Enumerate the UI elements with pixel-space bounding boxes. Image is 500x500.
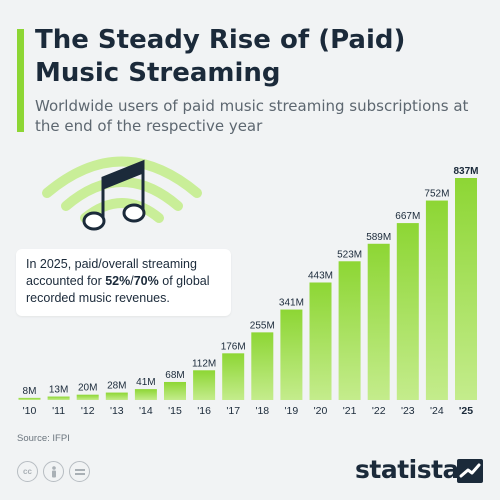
data-label: 112M bbox=[192, 358, 216, 369]
data-label: 68M bbox=[165, 370, 184, 381]
music-note-icon bbox=[82, 159, 146, 231]
bar-'19 bbox=[280, 309, 303, 400]
x-tick-label: '22 bbox=[372, 405, 386, 417]
bar-'18 bbox=[251, 332, 274, 400]
bar-'24 bbox=[425, 200, 448, 400]
note-paid-share: 52% bbox=[105, 274, 131, 288]
x-tick-label: '17 bbox=[226, 405, 240, 417]
chart-subtitle: Worldwide users of paid music streaming … bbox=[35, 97, 469, 135]
data-label: 255M bbox=[250, 320, 275, 331]
data-label: 176M bbox=[221, 341, 246, 352]
data-label: 20M bbox=[78, 383, 97, 394]
data-label: 8M bbox=[23, 386, 37, 397]
bar-'11 bbox=[47, 396, 70, 400]
x-tick-label: '24 bbox=[430, 405, 444, 417]
x-tick-label: '23 bbox=[401, 405, 415, 417]
data-label: 443M bbox=[308, 271, 333, 282]
attribution-icon[interactable] bbox=[43, 461, 64, 482]
data-label: 341M bbox=[279, 298, 304, 309]
bar-'12 bbox=[76, 394, 99, 400]
x-tick-label: '14 bbox=[139, 405, 153, 417]
source-note: Source: IFPI bbox=[17, 433, 70, 444]
bar-'16 bbox=[193, 370, 216, 400]
bar-'14 bbox=[134, 389, 157, 400]
x-tick-label: '11 bbox=[52, 405, 65, 417]
x-tick-label: '18 bbox=[255, 405, 269, 417]
bar-'10 bbox=[18, 397, 41, 400]
chart-title: The Steady Rise of (Paid) Music Streamin… bbox=[35, 25, 406, 88]
x-tick-label: '10 bbox=[23, 405, 37, 417]
x-tick-label: '25 bbox=[459, 405, 473, 417]
bar-'20 bbox=[309, 282, 332, 400]
note-overall-share: 70% bbox=[133, 274, 159, 288]
no-derivatives-icon[interactable] bbox=[69, 461, 90, 482]
data-label: 41M bbox=[136, 377, 155, 388]
license-icons: cc bbox=[17, 461, 90, 482]
cc-icon[interactable]: cc bbox=[17, 461, 38, 482]
data-label: 13M bbox=[49, 385, 68, 396]
statista-wordmark[interactable]: statista bbox=[355, 455, 459, 484]
bar-'13 bbox=[105, 392, 128, 400]
bar-'25 bbox=[455, 178, 477, 400]
x-tick-label: '13 bbox=[110, 405, 124, 417]
x-tick-label: '20 bbox=[314, 405, 328, 417]
bar-'21 bbox=[338, 261, 361, 400]
revenue-note: In 2025, paid/overall streaming accounte… bbox=[16, 249, 231, 316]
bars-layer: 8M '10 13M '11 20M '12 28M '13 41M '14 68M '15 112M '… bbox=[18, 166, 479, 417]
x-tick-label: '16 bbox=[197, 405, 211, 417]
bar-'23 bbox=[396, 223, 419, 400]
note-separator: / bbox=[130, 274, 134, 288]
data-label: 667M bbox=[395, 211, 420, 222]
title-accent-bar bbox=[17, 29, 24, 132]
bar-'15 bbox=[164, 381, 186, 400]
x-tick-label: '21 bbox=[343, 405, 357, 417]
x-tick-label: '12 bbox=[81, 405, 95, 417]
bar-'22 bbox=[367, 243, 390, 400]
data-label: 589M bbox=[366, 232, 391, 243]
data-label: 523M bbox=[337, 249, 362, 260]
bar-'17 bbox=[222, 353, 245, 400]
data-label: 28M bbox=[107, 381, 126, 392]
data-label: 837M bbox=[453, 166, 478, 177]
note-text-end: of global recorded music revenues. bbox=[26, 274, 210, 305]
x-tick-label: '15 bbox=[168, 405, 182, 417]
note-text: In 2025, paid/overall streaming accounte… bbox=[26, 257, 197, 288]
x-tick-label: '19 bbox=[285, 405, 299, 417]
data-label: 752M bbox=[424, 189, 449, 200]
statista-logo-icon[interactable] bbox=[457, 459, 483, 483]
